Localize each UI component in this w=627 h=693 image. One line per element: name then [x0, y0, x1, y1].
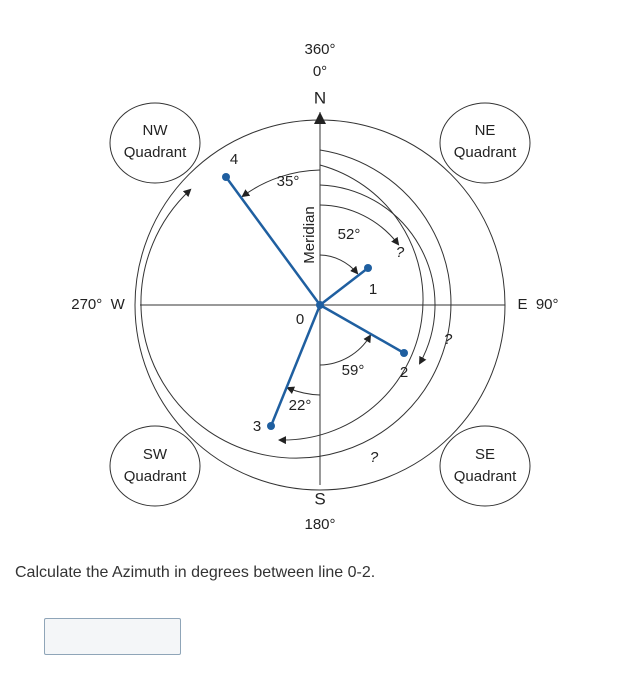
arc: [286, 386, 321, 396]
line: [224, 176, 322, 306]
label: Quadrant: [124, 468, 187, 485]
line: [319, 303, 405, 355]
arc: [140, 149, 452, 459]
label: 2: [400, 364, 408, 381]
label: 59°: [342, 362, 365, 379]
arc: [319, 254, 359, 275]
points: [222, 173, 408, 430]
label: NE: [475, 122, 496, 139]
quadrant-circle: [109, 425, 201, 507]
point: [400, 349, 408, 357]
arc: [319, 334, 372, 366]
line: [269, 304, 322, 427]
arc: [319, 184, 436, 365]
label: N: [314, 88, 326, 107]
label: ?: [396, 244, 405, 261]
azimuth-diagram: 360° 0° N NW Quadrant NE Quadrant 270° W…: [71, 41, 558, 533]
survey-lines: [224, 176, 405, 427]
label: 4: [230, 151, 238, 168]
label: SE: [475, 446, 495, 463]
label: 180°: [304, 516, 335, 533]
label: SW: [143, 446, 168, 463]
arc: [241, 169, 321, 198]
label: 0: [296, 311, 304, 328]
label: Meridian: [301, 206, 318, 264]
question: Calculate the Azimuth in degrees between…: [15, 564, 376, 581]
point: [222, 173, 230, 181]
label: 3: [253, 418, 261, 435]
point: [267, 422, 275, 430]
quadrant-circle: [439, 425, 531, 507]
label: ?: [370, 449, 379, 466]
label: Quadrant: [454, 468, 517, 485]
arc: [319, 204, 400, 246]
quadrant-circle: [109, 102, 201, 184]
label: Quadrant: [454, 144, 517, 161]
label: Quadrant: [124, 144, 187, 161]
label: 22°: [289, 397, 312, 414]
line: [319, 267, 369, 306]
north-arrow: [314, 112, 326, 124]
label: E 90°: [517, 296, 558, 313]
label: 0°: [313, 63, 327, 80]
label: 1: [369, 281, 377, 298]
label: NW: [143, 122, 169, 139]
arc: [278, 164, 424, 445]
label: 52°: [338, 226, 361, 243]
answer-input[interactable]: [44, 618, 181, 655]
point: [316, 301, 324, 309]
label: 360°: [304, 41, 335, 58]
label: S: [314, 489, 325, 508]
label: 270° W: [71, 296, 125, 313]
point: [364, 264, 372, 272]
label: 35°: [277, 173, 300, 190]
label: ?: [444, 331, 453, 348]
quadrant-circle: [439, 102, 531, 184]
angle-arcs: [140, 149, 452, 459]
